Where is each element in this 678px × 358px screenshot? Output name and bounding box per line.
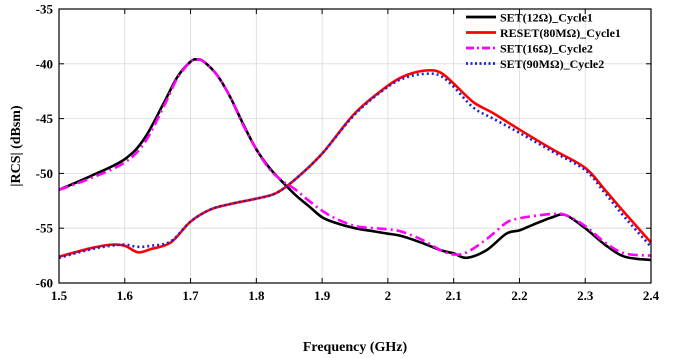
x-tick-label: 2.2	[511, 288, 527, 303]
series-layer	[58, 57, 652, 262]
y-tick-label: -35	[36, 2, 54, 17]
legend-label-set-16-ohm-cycle2: SET(16Ω)_Cycle2	[500, 42, 593, 56]
x-tick-label: 2.4	[643, 288, 660, 303]
x-axis-title: Frequency (GHz)	[303, 340, 408, 355]
x-tick-label: 1.7	[182, 288, 199, 303]
x-tick-label: 2.1	[446, 288, 462, 303]
y-tick-label: -50	[36, 166, 53, 181]
x-tick-labels: 1.5 1.6 1.7 1.8 1.9 2 2.1 2.2 2.3 2.4	[51, 288, 660, 303]
legend-label-set-12-ohm-cycle1: SET(12Ω)_Cycle1	[500, 11, 593, 25]
ticks	[58, 8, 652, 284]
legend-label-set-90-mohm-cycle2: SET(90MΩ)_Cycle2	[500, 57, 604, 71]
legend-label-reset-80-mohm-cycle1: RESET(80MΩ)_Cycle1	[500, 26, 621, 40]
x-tick-label: 2	[385, 288, 392, 303]
x-tick-label: 1.5	[51, 288, 68, 303]
y-axis-title: |RCS| (dBsm)	[9, 105, 24, 187]
x-tick-label: 1.8	[248, 288, 265, 303]
series-line-set-12-ohm-cycle1	[58, 58, 652, 262]
x-tick-label: 1.6	[117, 288, 134, 303]
y-tick-label: -45	[36, 111, 54, 126]
y-tick-label: -40	[36, 56, 53, 71]
y-tick-labels: -35 -40 -45 -50 -55 -60	[36, 2, 54, 291]
y-tick-label: -55	[36, 221, 54, 236]
plot-frame	[58, 8, 652, 284]
x-tick-label: 2.3	[577, 288, 594, 303]
series-line-set-90-mohm-cycle2	[58, 72, 652, 260]
series-line-reset-80-mohm-cycle1	[58, 68, 652, 258]
y-tick-label: -60	[36, 276, 53, 291]
x-tick-label: 1.9	[314, 288, 331, 303]
